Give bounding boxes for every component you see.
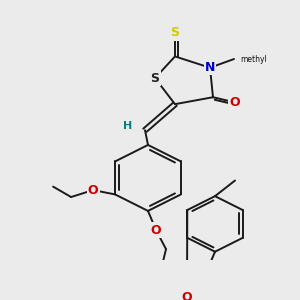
Text: O: O	[151, 224, 161, 236]
Text: S: S	[151, 72, 160, 85]
Text: O: O	[182, 291, 192, 300]
Text: H: H	[123, 121, 133, 131]
Text: O: O	[230, 96, 240, 109]
Text: N: N	[205, 61, 215, 74]
Text: methyl: methyl	[240, 55, 267, 64]
Text: O: O	[88, 184, 98, 196]
Text: S: S	[170, 26, 179, 40]
